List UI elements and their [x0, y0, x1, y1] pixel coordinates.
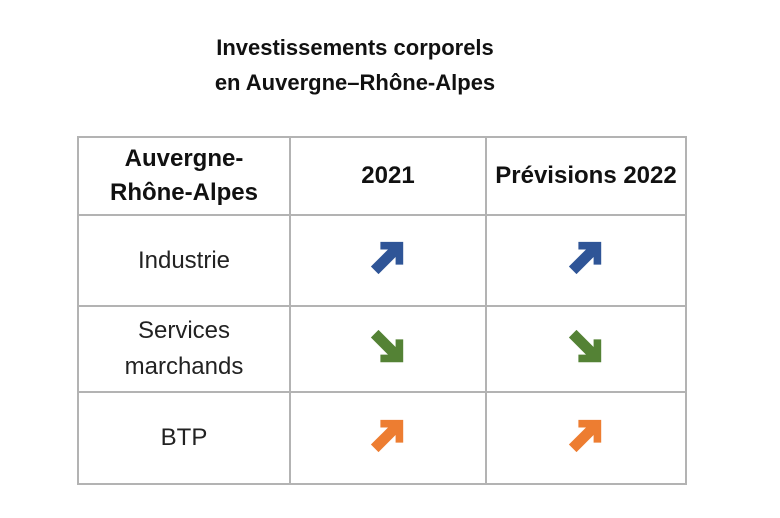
table-row: BTP [77, 391, 687, 485]
row-label: Industrie [77, 214, 291, 307]
down-right-arrow-icon [369, 328, 407, 366]
table-row: Services marchands [77, 305, 687, 393]
title-line-2: en Auvergne–Rhône-Alpes [214, 70, 496, 95]
down-right-arrow-icon [567, 328, 605, 366]
up-right-arrow-icon [567, 417, 605, 455]
trend-cell [485, 305, 687, 393]
trend-cell [289, 391, 487, 485]
row-label: BTP [77, 391, 291, 485]
header-forecast-2022: Prévisions 2022 [485, 136, 687, 216]
up-right-arrow-icon [369, 239, 407, 277]
trend-cell [289, 214, 487, 307]
trend-cell [485, 214, 687, 307]
investment-table: Auvergne- Rhône-Alpes 2021 Prévisions 202… [77, 136, 687, 485]
row-label: Services marchands [77, 305, 291, 393]
trend-cell [485, 391, 687, 485]
header-2021: 2021 [289, 136, 487, 216]
trend-cell [289, 305, 487, 393]
header-row: Auvergne- Rhône-Alpes 2021 Prévisions 202… [77, 136, 687, 216]
title-line-1: Investissements corporels [216, 35, 494, 60]
up-right-arrow-icon [567, 239, 605, 277]
page-title: Investissements corporels en Auvergne–Rh… [140, 30, 570, 100]
header-region: Auvergne- Rhône-Alpes [77, 136, 291, 216]
up-right-arrow-icon [369, 417, 407, 455]
table-row: Industrie [77, 214, 687, 307]
